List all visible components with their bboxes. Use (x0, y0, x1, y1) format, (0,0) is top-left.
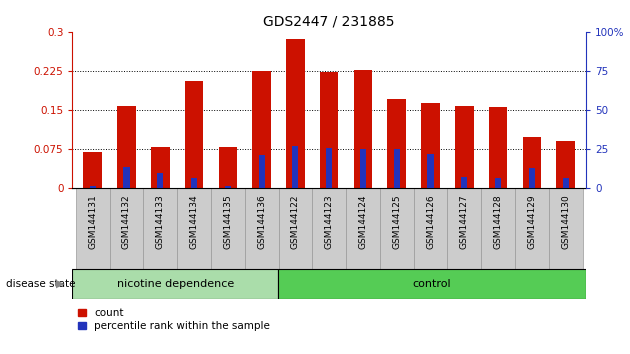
Text: control: control (413, 279, 451, 289)
Bar (353, 70, 372, 188)
Text: GSM144134: GSM144134 (190, 194, 198, 249)
Text: GSM144129: GSM144129 (527, 194, 536, 249)
Bar (278, 269, 586, 299)
Text: ▶: ▶ (55, 279, 64, 289)
Bar (117, 105, 136, 188)
Bar (461, 177, 467, 188)
Bar (292, 146, 299, 188)
Bar (447, 188, 481, 269)
Bar (253, 71, 271, 188)
Bar (158, 173, 163, 188)
Bar (151, 147, 169, 188)
Text: GSM144133: GSM144133 (156, 194, 165, 249)
Bar (549, 188, 583, 269)
Bar (387, 99, 406, 188)
Bar (83, 152, 102, 188)
Bar (177, 188, 211, 269)
Bar (489, 107, 507, 188)
Bar (414, 188, 447, 269)
Text: GSM144125: GSM144125 (392, 194, 401, 249)
Bar (144, 188, 177, 269)
Text: GSM144135: GSM144135 (224, 194, 232, 249)
Bar (211, 188, 244, 269)
Bar (286, 39, 305, 188)
Bar (522, 137, 541, 188)
Bar (110, 188, 144, 269)
Text: nicotine dependence: nicotine dependence (117, 279, 234, 289)
Bar (326, 148, 332, 188)
Text: GSM144124: GSM144124 (358, 194, 367, 249)
Bar (394, 149, 400, 188)
Text: GSM144136: GSM144136 (257, 194, 266, 249)
Text: GSM144128: GSM144128 (493, 194, 503, 249)
Bar (225, 185, 231, 188)
Bar (278, 188, 312, 269)
Bar (123, 167, 130, 188)
Text: GSM144130: GSM144130 (561, 194, 570, 249)
Bar (89, 185, 96, 188)
Bar (495, 178, 501, 188)
Bar (219, 147, 237, 188)
Bar (421, 103, 440, 188)
Bar (360, 149, 366, 188)
Text: GSM144127: GSM144127 (460, 194, 469, 249)
Bar (191, 178, 197, 188)
Bar (320, 72, 338, 188)
Bar (428, 154, 433, 188)
Bar (515, 188, 549, 269)
Bar (312, 188, 346, 269)
Text: GSM144131: GSM144131 (88, 194, 97, 249)
Bar (244, 188, 278, 269)
Legend: count, percentile rank within the sample: count, percentile rank within the sample (77, 308, 270, 331)
Bar (563, 178, 569, 188)
Text: GSM144132: GSM144132 (122, 194, 131, 249)
Bar (185, 81, 203, 188)
Bar (556, 141, 575, 188)
Text: GSM144122: GSM144122 (291, 194, 300, 249)
Bar (258, 155, 265, 188)
Bar (346, 188, 380, 269)
Text: GSM144126: GSM144126 (426, 194, 435, 249)
Bar (380, 188, 414, 269)
Bar (481, 188, 515, 269)
Bar (455, 105, 474, 188)
Text: GSM144123: GSM144123 (324, 194, 334, 249)
Text: disease state: disease state (6, 279, 76, 289)
Bar (76, 188, 110, 269)
Text: GDS2447 / 231885: GDS2447 / 231885 (263, 14, 395, 28)
Bar (72, 269, 278, 299)
Bar (529, 168, 535, 188)
